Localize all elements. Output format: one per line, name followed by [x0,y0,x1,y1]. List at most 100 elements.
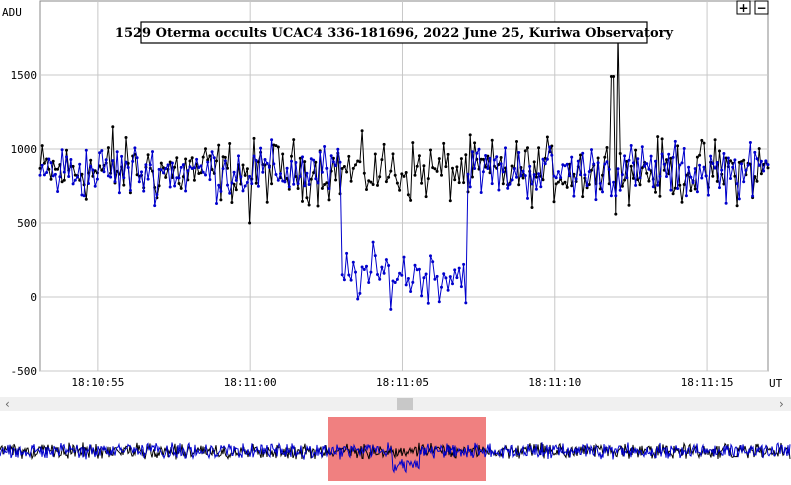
series-point-1 [318,150,322,154]
plot-area [39,0,769,372]
zoom-in-button[interactable]: + [736,0,751,15]
series-point-1 [492,158,496,162]
series-point-0 [380,158,384,162]
series-point-1 [261,170,265,174]
y-tick-label: 1000 [11,143,38,156]
series-point-1 [477,147,481,151]
scroll-right-arrow-icon[interactable]: › [779,397,784,411]
series-point-1 [164,167,168,170]
series-point-0 [759,172,763,176]
series-point-0 [223,155,227,159]
series-point-0 [135,173,139,177]
series-point-0 [65,148,68,152]
series-point-0 [230,201,234,204]
series-point-1 [682,147,686,150]
series-point-0 [429,148,432,152]
series-point-1 [369,270,373,274]
series-point-1 [490,182,494,186]
series-point-1 [135,156,139,160]
series-point-1 [173,184,177,188]
scrollbar-thumb[interactable] [397,398,413,410]
series-point-1 [426,301,430,305]
horizontal-scrollbar[interactable]: ‹ › [0,397,791,411]
series-point-0 [177,182,181,185]
series-point-1 [669,188,673,192]
series-point-0 [605,146,609,149]
series-point-1 [42,173,46,177]
series-point-0 [530,206,534,209]
series-point-1 [124,160,128,164]
y-axis-label: ADU [2,6,22,19]
series-point-0 [700,138,704,142]
series-point-1 [69,158,73,161]
series-point-1 [706,193,710,197]
series-point-1 [104,158,108,162]
series-point-1 [660,152,664,156]
scroll-left-arrow-icon[interactable]: ‹ [5,397,10,411]
series-point-1 [195,157,199,161]
series-point-1 [168,185,172,189]
series-point-0 [323,183,327,186]
series-point-1 [656,183,660,187]
series-point-1 [484,154,488,157]
series-point-1 [223,159,227,163]
series-point-0 [581,195,585,199]
series-point-0 [440,173,443,177]
series-point-1 [153,204,157,208]
series-point-1 [713,166,717,170]
series-point-1 [102,170,106,174]
series-point-1 [387,264,391,267]
series-point-0 [733,174,737,178]
series-point-0 [457,181,461,185]
series-point-0 [256,160,260,164]
overview-navigator[interactable] [0,414,791,485]
series-point-1 [420,294,424,298]
series-point-1 [248,174,252,178]
series-point-1 [735,182,739,186]
x-axis-ticks: 18:10:55 18:11:00 18:11:05 18:11:10 18:11:15 [71,376,733,389]
series-point-0 [713,138,717,142]
series-point-0 [658,194,662,198]
series-point-0 [384,180,388,184]
series-point-1 [144,163,148,167]
series-point-1 [510,178,514,182]
series-point-1 [362,268,366,271]
series-point-1 [499,162,503,166]
series-point-1 [254,159,258,162]
series-point-0 [422,164,426,168]
series-point-1 [457,266,461,270]
series-point-1 [417,267,421,271]
series-point-0 [192,178,196,182]
series-point-1 [532,173,536,177]
series-point-0 [51,159,55,163]
series-point-1 [199,164,203,168]
series-point-0 [702,141,706,145]
series-point-1 [740,162,743,166]
series-point-1 [365,264,368,268]
series-point-1 [226,183,229,187]
series-point-0 [342,165,346,168]
series-point-1 [605,160,609,164]
series-point-1 [486,167,490,170]
series-point-1 [700,176,704,180]
series-point-0 [570,184,574,188]
series-point-0 [671,192,675,196]
series-point-1 [170,161,174,165]
overview-series [0,441,791,474]
series-point-1 [581,151,585,155]
series-point-0 [612,75,616,78]
series-point-0 [579,153,582,157]
series-point-0 [84,197,88,201]
series-point-0 [442,141,446,145]
series-point-0 [618,152,622,155]
series-point-0 [358,160,362,164]
series-point-0 [369,180,373,184]
zoom-out-label: − [756,1,766,15]
series-point-0 [204,147,207,151]
series-point-1 [435,274,439,278]
series-point-0 [537,146,541,150]
series-point-1 [704,174,708,178]
zoom-out-button[interactable]: − [754,0,769,15]
series-point-1 [462,262,466,266]
series-point-0 [413,173,417,177]
